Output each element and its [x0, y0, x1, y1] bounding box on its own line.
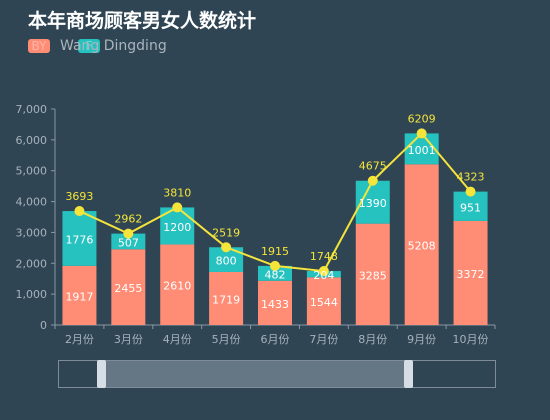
zoom-slider-handle-end[interactable]	[404, 360, 413, 388]
data-label-series-1: 1917	[65, 290, 93, 303]
x-tick-label: 5月份	[212, 333, 241, 346]
labels-group: 1917 1776 2455 507 2610 1200 1719 800 1433 482 154…	[65, 112, 484, 310]
bar-series-1	[355, 223, 390, 325]
x-tick-label: 6月份	[261, 333, 290, 346]
data-label-series-2: 482	[265, 268, 286, 281]
data-label-series-1: 3285	[359, 269, 387, 282]
x-tick-label: 7月份	[309, 333, 338, 346]
data-label-series-2: 951	[460, 201, 481, 214]
data-label-series-1: 3372	[457, 268, 485, 281]
data-label-series-2: 1200	[163, 221, 191, 234]
data-label-line: 3810	[163, 186, 191, 199]
data-label-line: 2519	[212, 226, 240, 239]
chart-subtitle: Wang Dingding	[60, 38, 167, 54]
data-label-series-2: 800	[216, 255, 237, 268]
bars-group	[62, 133, 488, 325]
line-point	[172, 202, 183, 213]
zoom-slider[interactable]	[58, 360, 496, 388]
zoom-slider-range[interactable]	[102, 361, 409, 387]
data-label-series-2: 204	[313, 269, 334, 282]
line-group	[74, 128, 476, 277]
line-point	[123, 228, 134, 239]
data-label-series-1: 1719	[212, 293, 240, 306]
y-tick-label: 2,000	[16, 257, 48, 270]
data-label-series-1: 1433	[261, 298, 289, 311]
zoom-slider-handle-start[interactable]	[97, 360, 106, 388]
data-label-line: 1748	[310, 250, 338, 263]
y-tick-label: 0	[40, 319, 47, 332]
data-label-series-2: 1776	[65, 233, 93, 246]
bar-series-2	[258, 265, 292, 281]
y-tick-label: 4,000	[16, 196, 48, 209]
bar-series-2	[111, 233, 146, 250]
data-label-series-1: 5208	[408, 240, 436, 253]
legend-label-series-1: BY	[31, 39, 47, 53]
legend-swatch-series-1	[28, 39, 50, 53]
line-point	[270, 260, 280, 271]
line-point	[318, 266, 329, 277]
line-point	[465, 186, 476, 197]
bar-series-1	[258, 280, 292, 325]
y-tick-label: 5,000	[16, 165, 48, 178]
y-tick-label: 1,000	[16, 288, 48, 301]
line-point	[221, 242, 232, 253]
data-label-line: 3693	[65, 190, 93, 203]
y-tick-label: 6,000	[16, 134, 48, 147]
data-label-line: 2962	[114, 213, 142, 226]
x-tick-label: 3月份	[114, 333, 143, 346]
bar-series-2	[404, 133, 439, 165]
data-label-line: 4675	[359, 160, 387, 173]
bar-series-1	[209, 271, 244, 325]
data-label-series-1: 2455	[114, 282, 142, 295]
data-label-series-2: 1001	[408, 144, 436, 157]
data-label-series-1: 2610	[163, 280, 191, 293]
y-tick-label: 3,000	[16, 226, 48, 239]
data-label-line: 6209	[408, 112, 436, 125]
legend-label-series-2: F	[85, 39, 93, 53]
legend-swatch-series-2	[78, 39, 100, 53]
bar-series-1	[453, 220, 488, 325]
chart-title: 本年商场顾客男女人数统计	[28, 10, 257, 32]
data-label-line: 1915	[261, 245, 289, 258]
bar-series-1	[160, 244, 195, 325]
x-tick-label: 9月份	[407, 333, 436, 346]
line-point	[416, 128, 427, 139]
x-tick-label: 8月份	[358, 333, 387, 346]
x-tick-label: 4月份	[163, 333, 192, 346]
data-label-series-1: 1544	[310, 296, 338, 309]
bar-series-1	[111, 249, 146, 325]
bar-series-1	[404, 164, 439, 325]
y-tick-label: 7,000	[16, 103, 48, 116]
line-point	[74, 206, 85, 217]
x-tick-label: 10月份	[453, 333, 489, 346]
data-label-series-2: 1390	[359, 197, 387, 210]
bar-series-1	[306, 277, 341, 325]
line-point	[367, 175, 378, 186]
data-label-series-2: 507	[118, 236, 139, 249]
data-label-line: 4323	[457, 171, 485, 184]
x-tick-label: 2月份	[65, 333, 94, 346]
bar-series-1	[62, 265, 97, 325]
bar-series-2	[62, 211, 97, 266]
